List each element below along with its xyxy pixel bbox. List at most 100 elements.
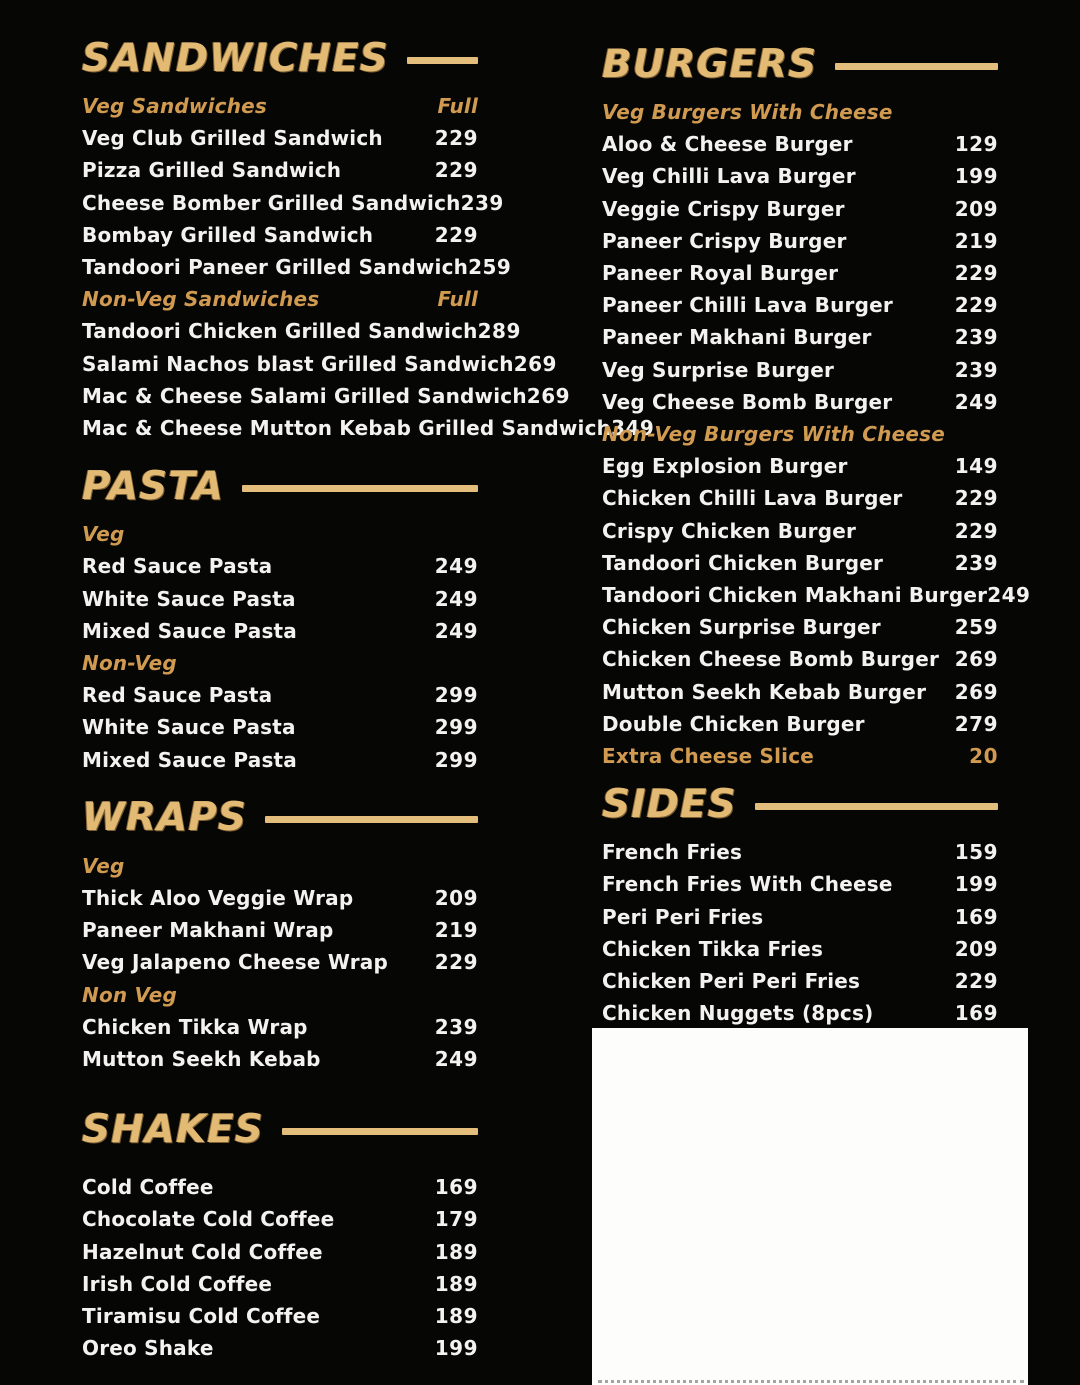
item-name: Double Chicken Burger: [602, 711, 865, 736]
section-rule: [264, 816, 478, 824]
menu-item-row: Paneer Makhani Burger 239: [602, 321, 998, 353]
menu-item-row: Chicken Cheese Bomb Burger 269: [602, 643, 998, 675]
section-rows: Cold Coffee 169 Chocolate Cold Coffee 179 Ha…: [82, 1157, 478, 1364]
item-price: 219: [434, 918, 478, 943]
menu-section-shakes: SHAKES Cold Coffee 169 Chocolate Cold Coffe…: [82, 1101, 478, 1364]
item-price: 229: [954, 486, 998, 511]
item-name: Chicken Peri Peri Fries: [602, 969, 861, 994]
item-price: 199: [434, 1336, 478, 1361]
menu-item-row: Peri Peri Fries 169: [602, 901, 998, 933]
menu-item-row: Red Sauce Pasta 249: [82, 550, 478, 582]
section-title: SHAKES: [82, 1106, 264, 1152]
item-price: 229: [954, 969, 998, 994]
group-price-label: Full: [437, 287, 478, 312]
menu-item-row: White Sauce Pasta 249: [82, 583, 478, 615]
menu-item-row: Veg Chilli Lava Burger 199: [602, 160, 998, 192]
menu-item-row: Tandoori Chicken Burger 239: [602, 547, 998, 579]
item-name: Veg Jalapeno Cheese Wrap: [82, 950, 389, 975]
item-price: 239: [954, 550, 998, 575]
blank-panel: [592, 1028, 1028, 1385]
item-name: Paneer Royal Burger: [602, 261, 839, 286]
group-label: Veg: [82, 522, 125, 547]
item-price: 179: [434, 1207, 478, 1232]
menu-item-row: Paneer Makhani Wrap 219: [82, 914, 478, 946]
menu-item-row: Mixed Sauce Pasta 249: [82, 615, 478, 647]
menu-item-row: Mac & Cheese Salami Grilled Sandwich 269: [82, 380, 570, 412]
section-heading: PASTA: [82, 458, 478, 514]
item-name: Mixed Sauce Pasta: [82, 747, 298, 772]
item-price: 229: [954, 518, 998, 543]
item-name: Chicken Nuggets (8pcs): [602, 1001, 874, 1026]
item-price: 229: [954, 261, 998, 286]
menu-item-row: Tandoori Paneer Grilled Sandwich 259: [82, 251, 511, 283]
menu-item-row: Mutton Seekh Kebab Burger 269: [602, 676, 998, 708]
item-price: 299: [434, 747, 478, 772]
item-price: 209: [954, 196, 998, 221]
item-price: 209: [434, 886, 478, 911]
menu-column-left: SANDWICHES Veg Sandwiches Full Veg Club Gri…: [82, 30, 654, 1365]
group-label-row: Non-Veg Sandwiches Full: [82, 283, 478, 315]
item-price: 209: [954, 936, 998, 961]
menu-item-row: Veggie Crispy Burger 209: [602, 193, 998, 225]
item-name: Veg Surprise Burger: [602, 357, 835, 382]
item-price: 189: [434, 1239, 478, 1264]
item-price: 259: [468, 255, 512, 280]
menu-item-row: Aloo & Cheese Burger 129: [602, 128, 998, 160]
item-name: Tandoori Chicken Makhani Burger: [602, 583, 988, 608]
item-price: 239: [954, 325, 998, 350]
item-name: Salami Nachos blast Grilled Sandwich: [82, 351, 514, 376]
item-name: French Fries With Cheese: [602, 872, 893, 897]
group-label: Veg: [82, 853, 125, 878]
item-name: Chocolate Cold Coffee: [82, 1207, 335, 1232]
group-label-row: Non-Veg: [82, 647, 478, 679]
item-price: 229: [434, 950, 478, 975]
menu-item-row: Veg Cheese Bomb Burger 249: [602, 386, 998, 418]
item-price: 229: [434, 158, 478, 183]
item-price: 249: [987, 583, 1031, 608]
menu-item-row: White Sauce Pasta 299: [82, 711, 478, 743]
item-name: Bombay Grilled Sandwich: [82, 222, 374, 247]
item-name: Cheese Bomber Grilled Sandwich: [82, 190, 461, 215]
item-name: Crispy Chicken Burger: [602, 518, 857, 543]
group-label-row: Veg Burgers With Cheese: [602, 96, 998, 128]
item-price: 239: [954, 357, 998, 382]
menu-item-row: Tandoori Chicken Makhani Burger 249: [602, 579, 1030, 611]
item-price: 229: [954, 293, 998, 318]
item-price: 219: [954, 228, 998, 253]
section-title: SANDWICHES: [82, 35, 389, 81]
item-name: Aloo & Cheese Burger: [602, 132, 853, 157]
item-price: 239: [460, 190, 504, 215]
section-title: WRAPS: [82, 795, 247, 841]
menu-item-row: Mac & Cheese Mutton Kebab Grilled Sandwi…: [82, 412, 654, 444]
menu-item-row: Pizza Grilled Sandwich 229: [82, 154, 478, 186]
item-name: White Sauce Pasta: [82, 586, 296, 611]
menu-item-row: Paneer Chilli Lava Burger 229: [602, 289, 998, 321]
item-price: 269: [954, 679, 998, 704]
item-price: 20: [969, 744, 998, 769]
section-title: SIDES: [602, 781, 737, 827]
menu-item-row: Chicken Peri Peri Fries 229: [602, 965, 998, 997]
item-price: 299: [434, 683, 478, 708]
item-price: 199: [954, 164, 998, 189]
group-label: Non Veg: [82, 982, 177, 1007]
section-heading: SIDES: [602, 776, 998, 832]
menu-section-sides: SIDES French Fries 159 French Fries With Ch…: [602, 776, 998, 1029]
menu-item-row: Paneer Crispy Burger 219: [602, 225, 998, 257]
menu-item-row: Salami Nachos blast Grilled Sandwich 269: [82, 348, 556, 380]
menu-item-row: Oreo Shake 199: [82, 1332, 478, 1364]
item-price: 229: [434, 222, 478, 247]
item-price: 249: [954, 389, 998, 414]
item-price: 269: [526, 383, 571, 408]
menu-item-row: Cheese Bomber Grilled Sandwich 239: [82, 187, 503, 219]
item-name: Egg Explosion Burger: [602, 454, 848, 479]
item-name: Chicken Chilli Lava Burger: [602, 486, 903, 511]
item-name: Paneer Chilli Lava Burger: [602, 293, 893, 318]
item-name: Veg Club Grilled Sandwich: [82, 126, 383, 151]
item-price: 169: [434, 1175, 478, 1200]
item-name: Mutton Seekh Kebab Burger: [602, 679, 927, 704]
group-label-row: Veg: [82, 518, 478, 550]
item-name: Veggie Crispy Burger: [602, 196, 845, 221]
item-price: 189: [434, 1304, 478, 1329]
menu-section-pasta: PASTA Veg Red Sauce Pasta 249 White Sauce Pa…: [82, 458, 478, 776]
